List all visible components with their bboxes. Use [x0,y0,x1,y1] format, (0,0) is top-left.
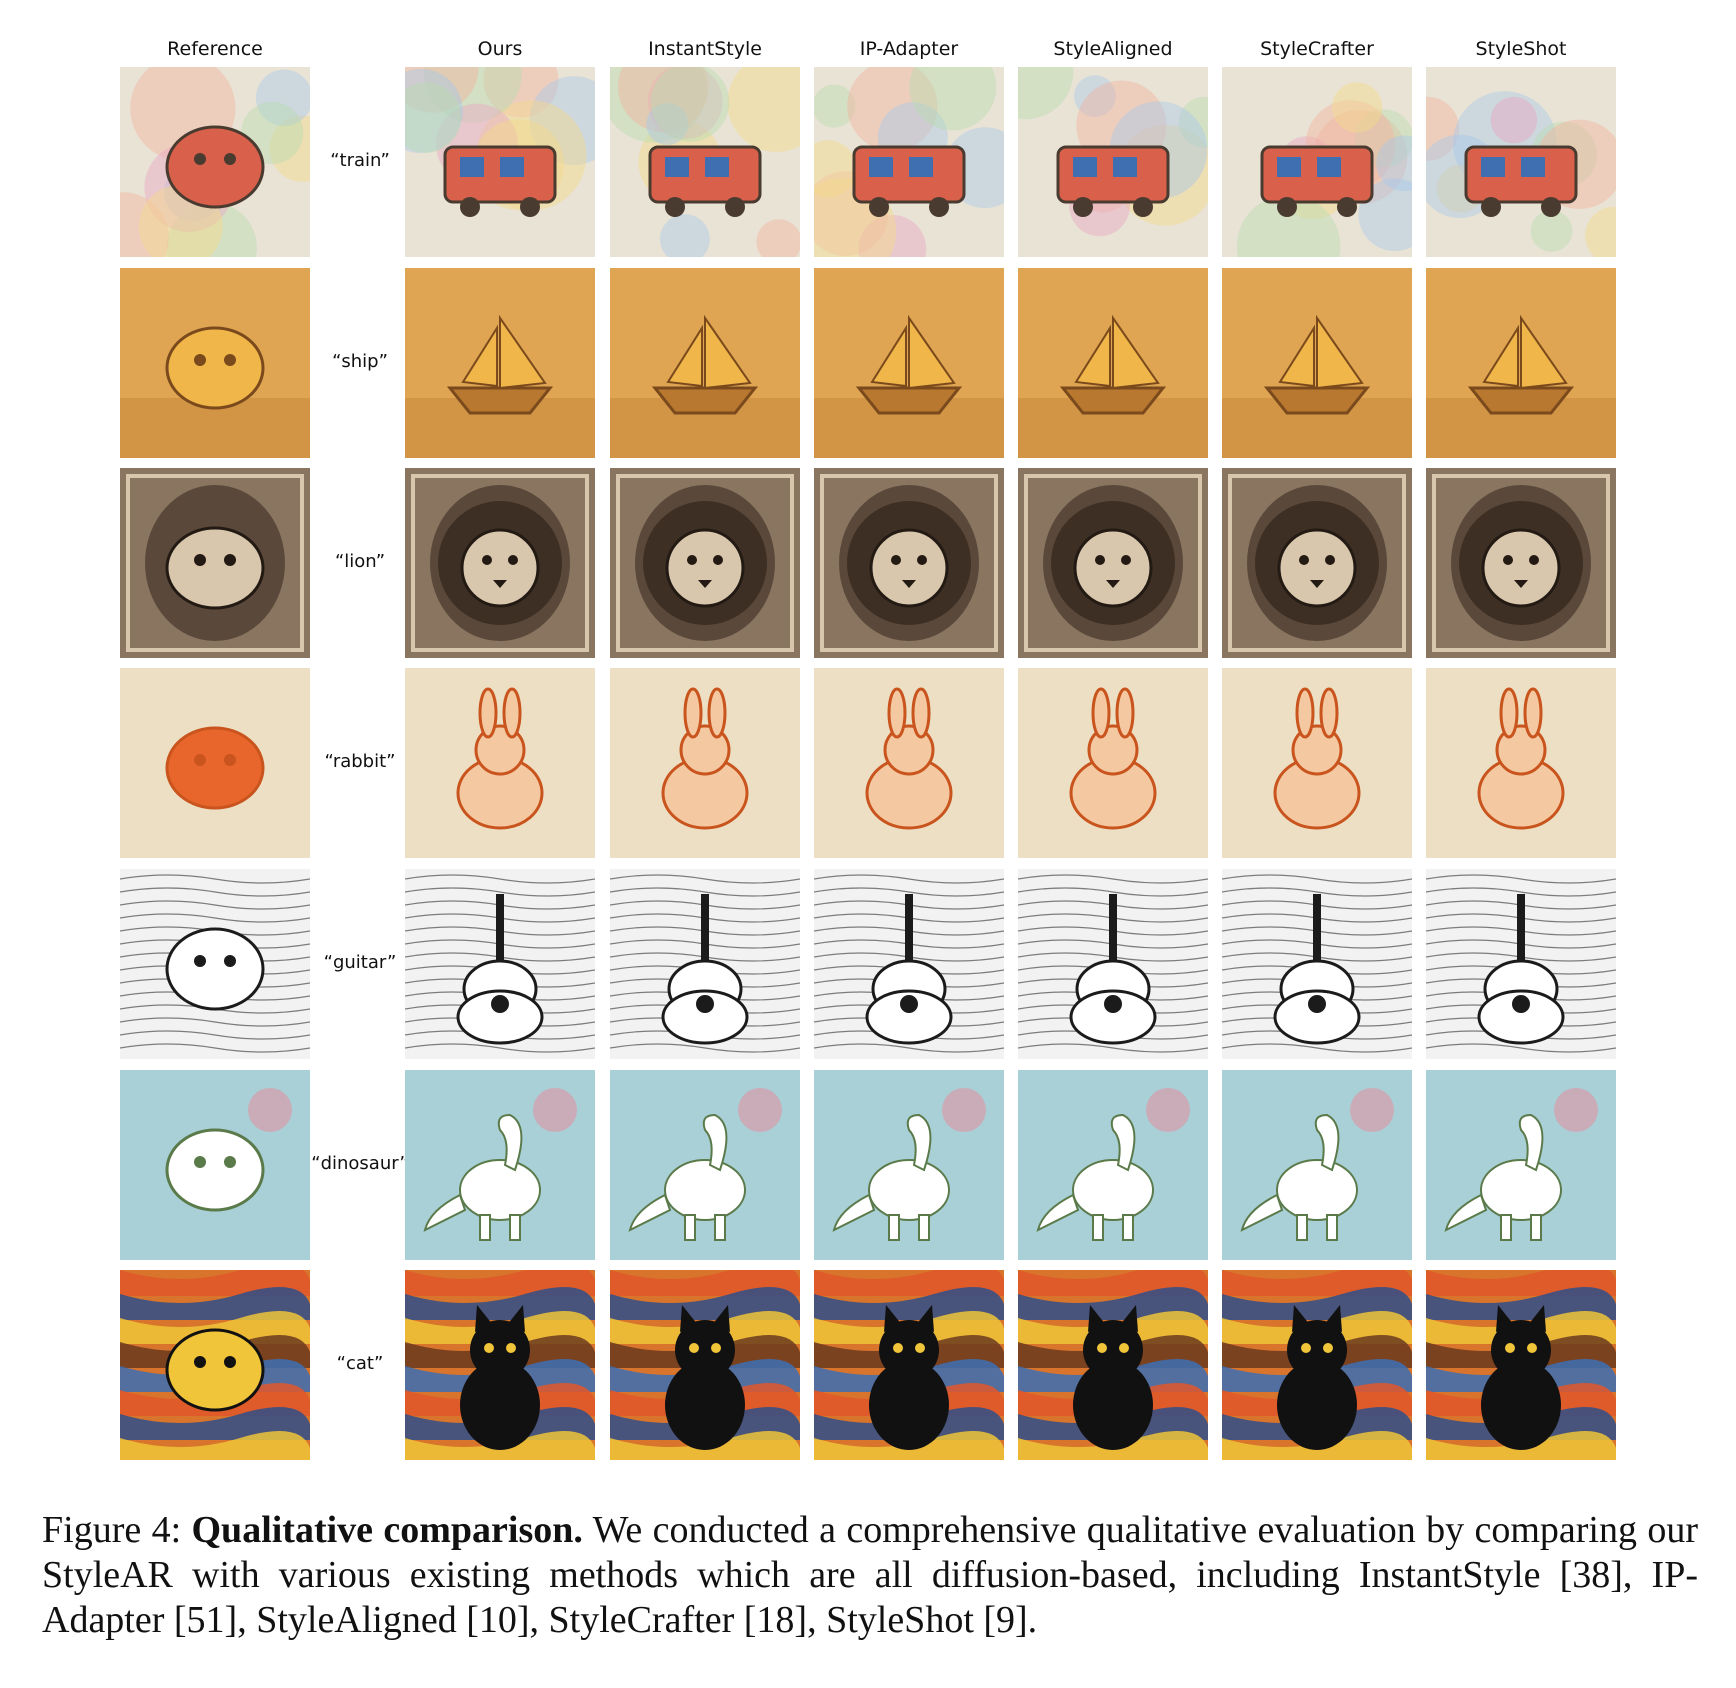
image-reference-cheese [120,668,310,858]
image-stylecrafter-cat [1222,1270,1412,1460]
prompt-label-train: “train” [330,150,390,171]
image-ours-dinosaur [405,1070,595,1260]
figure-caption: Figure 4: Qualitative comparison. We con… [42,1508,1698,1643]
image-stylealigned-cat [1018,1270,1208,1460]
image-instantstyle-lion [610,468,800,658]
column-header-stylealigned: StyleAligned [1053,38,1173,60]
image-instantstyle-cat [610,1270,800,1460]
image-stylecrafter-rabbit [1222,668,1412,858]
prompt-label-guitar: “guitar” [323,952,397,973]
image-stylecrafter-ship [1222,268,1412,458]
image-stylealigned-guitar [1018,869,1208,1059]
image-ip-adapter-dinosaur [814,1070,1004,1260]
prompt-label-ship: “ship” [332,351,388,372]
image-ours-guitar [405,869,595,1059]
image-ip-adapter-ship [814,268,1004,458]
image-ours-ship [405,268,595,458]
image-stylealigned-rabbit [1018,668,1208,858]
image-stylealigned-lion [1018,468,1208,658]
caption-prefix: Figure 4: [42,1509,192,1551]
image-styleshot-rabbit [1426,668,1616,858]
image-instantstyle-train [610,67,800,257]
image-stylecrafter-train [1222,67,1412,257]
image-stylecrafter-guitar [1222,869,1412,1059]
image-ours-train [405,67,595,257]
prompt-label-lion: “lion” [334,551,386,572]
column-header-reference: Reference [167,38,263,60]
image-styleshot-train [1426,67,1616,257]
image-styleshot-ship [1426,268,1616,458]
image-stylecrafter-lion [1222,468,1412,658]
image-instantstyle-ship [610,268,800,458]
image-reference-scream [120,1270,310,1460]
image-stylecrafter-dinosaur [1222,1070,1412,1260]
caption-title: Qualitative comparison. [191,1509,583,1551]
column-header-instantstyle: InstantStyle [648,38,762,60]
image-stylealigned-dinosaur [1018,1070,1208,1260]
image-ip-adapter-lion [814,468,1004,658]
image-ip-adapter-rabbit [814,668,1004,858]
image-ip-adapter-train [814,67,1004,257]
caption-body: We conducted a comprehensive qualitative… [42,1509,1698,1641]
image-styleshot-lion [1426,468,1616,658]
image-ip-adapter-cat [814,1270,1004,1460]
image-styleshot-guitar [1426,869,1616,1059]
image-instantstyle-guitar [610,869,800,1059]
prompt-label-dinosaur: “dinosaur” [311,1153,409,1174]
image-ip-adapter-guitar [814,869,1004,1059]
column-header-ours: Ours [477,38,523,60]
image-reference-duck [120,869,310,1059]
image-stylealigned-ship [1018,268,1208,458]
image-ours-rabbit [405,668,595,858]
image-styleshot-cat [1426,1270,1616,1460]
image-reference-fluffball [120,268,310,458]
image-ours-cat [405,1270,595,1460]
column-header-ip-adapter: IP-Adapter [859,38,959,60]
column-header-stylecrafter: StyleCrafter [1260,38,1374,60]
image-ours-lion [405,468,595,658]
image-styleshot-dinosaur [1426,1070,1616,1260]
image-reference-cat-balloons [120,1070,310,1260]
image-stylealigned-train [1018,67,1208,257]
image-reference-owl [120,468,310,658]
column-header-styleshot: StyleShot [1475,38,1567,60]
image-instantstyle-dinosaur [610,1070,800,1260]
prompt-label-cat: “cat” [336,1353,384,1374]
image-reference-plane [120,67,310,257]
image-instantstyle-rabbit [610,668,800,858]
prompt-label-rabbit: “rabbit” [324,751,396,772]
